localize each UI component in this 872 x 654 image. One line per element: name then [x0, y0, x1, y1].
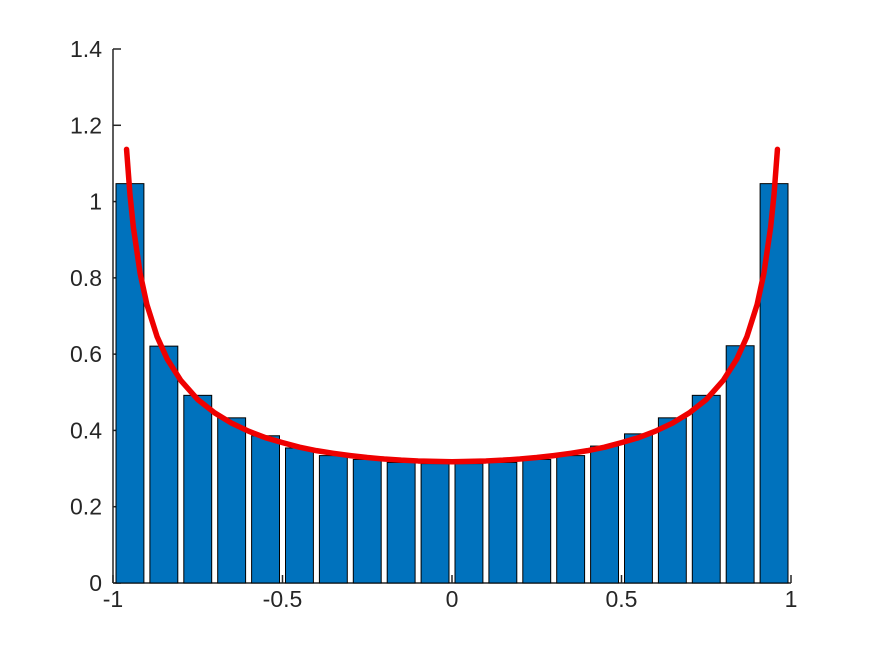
- y-tick-label: 1.2: [70, 112, 102, 138]
- histogram-bar: [149, 345, 179, 584]
- histogram-bar: [624, 433, 653, 584]
- histogram-bar: [556, 455, 586, 584]
- histogram-bar: [759, 183, 789, 584]
- histogram-bar: [217, 417, 247, 584]
- histogram-bar: [115, 183, 145, 584]
- histogram-bar: [251, 435, 281, 584]
- y-tick-label: 1.4: [70, 36, 102, 62]
- histogram-bar: [488, 461, 518, 584]
- histogram-bar: [522, 458, 552, 584]
- histogram-bar: [420, 463, 450, 584]
- histogram-bar: [318, 455, 348, 584]
- bars-group: [115, 183, 789, 584]
- x-tick-label: 1: [785, 586, 798, 612]
- histogram-bar: [386, 461, 416, 584]
- histogram-bar: [691, 394, 721, 584]
- histogram-bar: [183, 394, 213, 584]
- x-tick-label: 0.5: [606, 586, 638, 612]
- fit-curve-group: [123, 146, 781, 465]
- histogram-bar: [454, 463, 484, 584]
- y-tick-label: 0.6: [70, 341, 102, 367]
- histogram-bar: [352, 458, 382, 584]
- y-tick-label: 0.8: [70, 265, 102, 291]
- y-tick-label: 0.4: [70, 417, 102, 443]
- histogram-bar: [657, 417, 687, 584]
- histogram-bar: [725, 345, 755, 584]
- x-tick-label: 0: [446, 586, 459, 612]
- histogram-bar: [590, 445, 619, 584]
- x-tick-label: -1: [103, 586, 123, 612]
- y-tick-label: 0: [89, 570, 102, 596]
- y-tick-label: 0.2: [70, 494, 102, 520]
- histogram-bar: [285, 447, 314, 584]
- y-tick-label: 1: [89, 189, 102, 215]
- x-tick-label: -0.5: [263, 586, 303, 612]
- axes: 0 0.2 0.4 0.6 0.8 1 1.2 1.4 -1 -0.5 0 0.5 1: [70, 36, 797, 612]
- fit-curve-line: [123, 146, 781, 465]
